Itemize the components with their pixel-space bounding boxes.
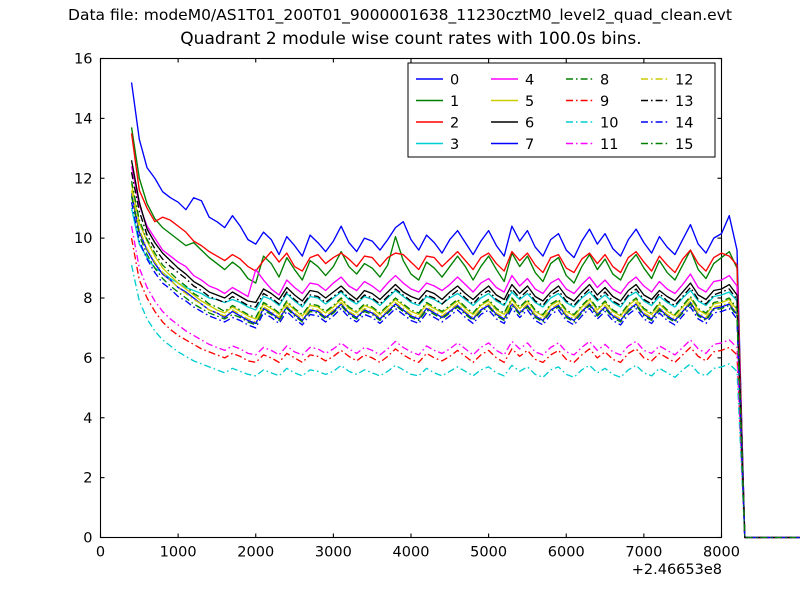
series-line-10: [130, 264, 800, 539]
y-tick-label: 16: [74, 52, 92, 68]
y-tick-label: 2: [83, 471, 92, 487]
legend-label-3[interactable]: 3: [450, 137, 459, 153]
axes-title: Quadrant 2 module wise count rates with …: [180, 29, 642, 49]
series-line-3: [130, 208, 800, 539]
x-tick-label: 5000: [470, 545, 507, 561]
legend-label-15[interactable]: 15: [675, 137, 693, 153]
legend-label-12[interactable]: 12: [675, 73, 693, 89]
series-line-15: [130, 196, 800, 539]
series-line-1: [130, 127, 800, 539]
legend-label-4[interactable]: 4: [525, 73, 534, 89]
legend-label-10[interactable]: 10: [600, 116, 618, 132]
series-line-14: [130, 202, 800, 539]
legend-label-7[interactable]: 7: [525, 137, 534, 153]
x-tick-label: 6000: [548, 545, 585, 561]
x-tick-label: 7000: [625, 545, 662, 561]
legend-label-2[interactable]: 2: [450, 116, 459, 132]
x-tick-label: 0: [96, 545, 105, 561]
series-line-7: [130, 193, 800, 539]
y-tick-label: 4: [83, 411, 92, 427]
legend-label-1[interactable]: 1: [450, 94, 459, 110]
series-line-12: [130, 190, 800, 539]
series-line-6: [130, 160, 800, 539]
legend-label-5[interactable]: 5: [525, 94, 534, 110]
legend-label-9[interactable]: 9: [600, 94, 609, 110]
series-line-11: [130, 226, 800, 539]
y-tick-label: 12: [74, 171, 92, 187]
x-tick-label: 8000: [703, 545, 740, 561]
x-tick-label: 3000: [315, 545, 352, 561]
series-line-9: [130, 238, 800, 539]
x-tick-label: 1000: [160, 545, 197, 561]
series-line-13: [130, 172, 800, 539]
series-line-2: [130, 133, 800, 539]
data-series-group: [130, 82, 800, 539]
y-tick-label: 6: [83, 351, 92, 367]
legend-label-14[interactable]: 14: [675, 116, 693, 132]
series-line-5: [130, 184, 800, 539]
legend-box: [407, 62, 716, 158]
y-tick-label: 10: [74, 231, 92, 247]
legend-label-6[interactable]: 6: [525, 116, 534, 132]
legend-label-11[interactable]: 11: [600, 137, 618, 153]
series-line-0: [130, 82, 800, 539]
y-tick-label: 14: [74, 111, 92, 127]
x-axis-offset-label: +2.46653e8: [632, 562, 722, 578]
series-line-4: [130, 166, 800, 539]
y-tick-label: 8: [83, 291, 92, 307]
x-axis-ticks: 0 1000 2000 3000 4000 5000 6000 7000 8000: [96, 58, 740, 561]
y-tick-label: 0: [83, 531, 92, 547]
x-tick-label: 2000: [237, 545, 274, 561]
x-tick-label: 4000: [393, 545, 430, 561]
figure-suptitle: Data file: modeM0/AS1T01_200T01_90000016…: [68, 6, 732, 24]
series-line-8: [130, 181, 800, 539]
legend-label-13[interactable]: 13: [675, 94, 693, 110]
legend-label-0[interactable]: 0: [450, 73, 459, 89]
legend-label-8[interactable]: 8: [600, 73, 609, 89]
